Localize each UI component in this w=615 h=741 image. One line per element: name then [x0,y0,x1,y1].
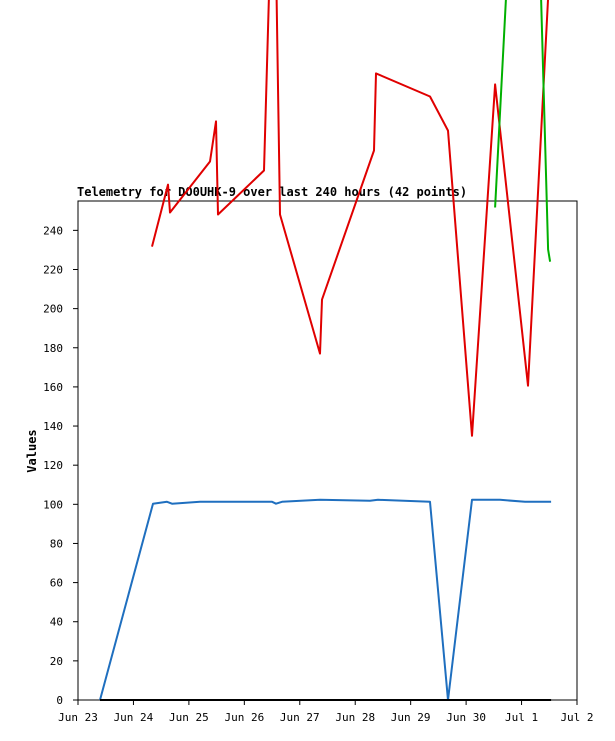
y-tick-label: 60 [50,577,63,590]
x-tick-label: Jun 25 [169,711,209,724]
x-tick-label: Jun 28 [335,711,375,724]
y-tick-label: 120 [43,459,63,472]
x-tick-label: Jun 27 [280,711,320,724]
x-tick-label: Jun 29 [391,711,431,724]
x-tick-label: Jun 30 [446,711,486,724]
y-axis-label: Values [25,429,39,472]
x-tick-label: Jul 2 [560,711,593,724]
y-tick-label: 0 [56,694,63,707]
y-tick-label: 240 [43,224,63,237]
x-tick-label: Jun 23 [58,711,98,724]
chart-title: Telemetry for DO0UHK-9 over last 240 hou… [77,185,467,199]
plot-frame [77,200,578,701]
x-tick-label: Jun 26 [224,711,264,724]
y-tick-label: 80 [50,537,63,550]
x-tick-label: Jun 24 [114,711,154,724]
y-tick-label: 200 [43,303,63,316]
y-tick-label: 20 [50,655,63,668]
x-tick-label: Jul 1 [505,711,538,724]
y-tick-label: 180 [43,342,63,355]
series-line [151,0,549,437]
series-line [99,498,552,701]
y-tick-label: 40 [50,616,63,629]
y-tick-label: 140 [43,420,63,433]
y-tick-label: 160 [43,381,63,394]
series-line [494,0,552,262]
y-tick-label: 220 [43,263,63,276]
y-tick-label: 100 [43,498,63,511]
